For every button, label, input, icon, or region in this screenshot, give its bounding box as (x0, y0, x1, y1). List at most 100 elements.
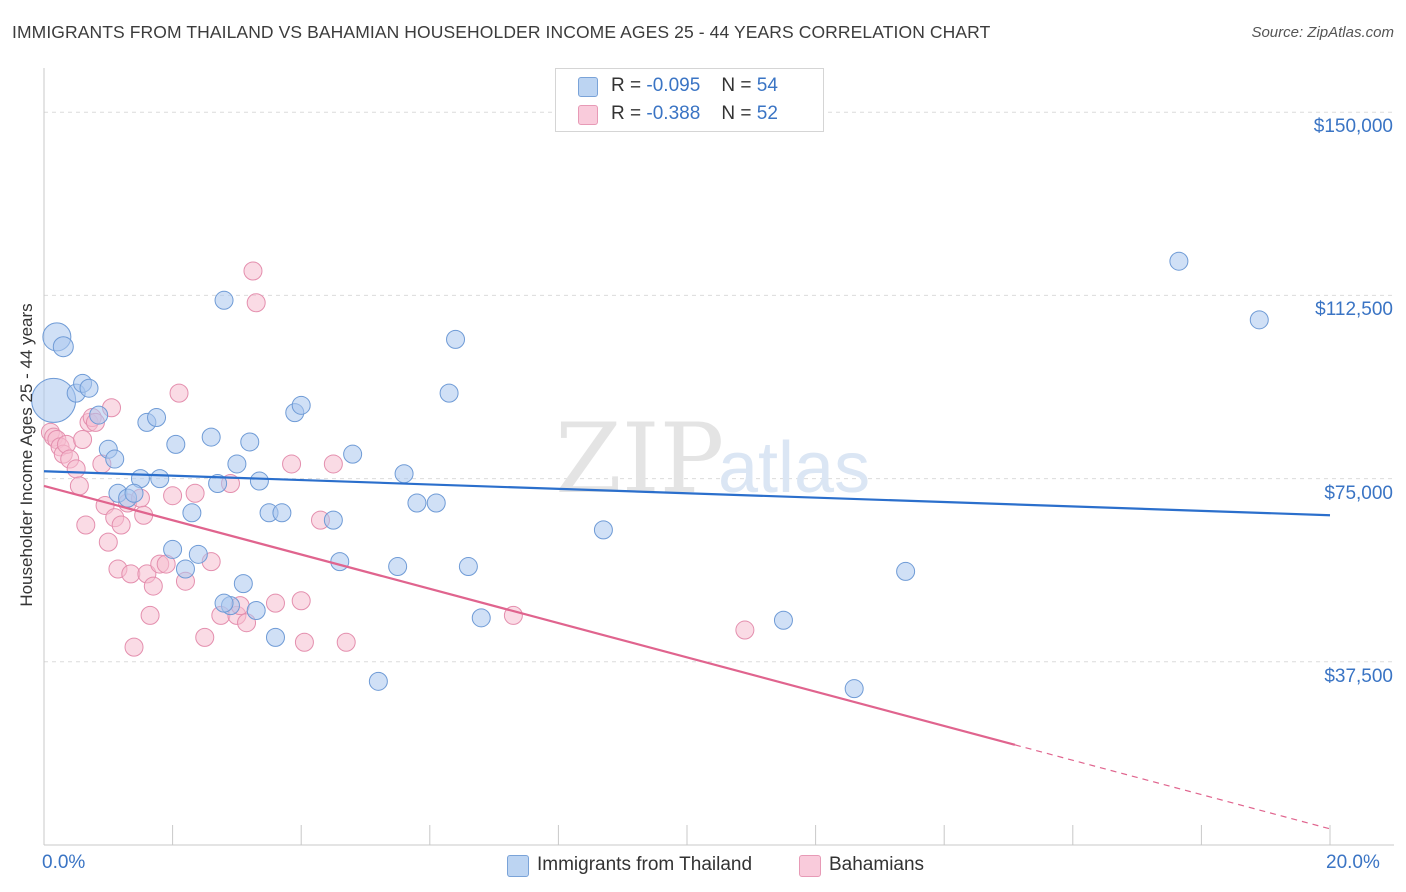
point-series-pink-42 (243, 261, 263, 281)
correlation-legend: R = -0.095 N = 54 R = -0.388 N = 52 (555, 68, 824, 132)
point-series-blue-36 (368, 671, 388, 691)
point-series-blue-37 (388, 557, 408, 577)
point-series-pink-7 (66, 459, 86, 479)
point-series-pink-31 (163, 486, 183, 506)
point-series-blue-2 (52, 336, 74, 358)
point-series-pink-9 (73, 430, 93, 450)
legend-swatch-pink (799, 855, 821, 877)
point-series-blue-15 (163, 539, 183, 559)
point-series-pink-8 (69, 476, 89, 496)
point-series-blue-42 (446, 329, 466, 349)
series-thailand (31, 251, 1269, 699)
n-label: N = (721, 75, 752, 96)
point-series-pink-35 (195, 627, 215, 647)
point-series-blue-47 (844, 679, 864, 699)
y-tick-label-1: $75,000 (1324, 482, 1393, 504)
point-series-blue-45 (593, 520, 613, 540)
y-axis-label: Householder Income Ages 25 - 44 years (17, 303, 36, 607)
point-series-blue-24 (227, 454, 247, 474)
trend-line-bahamians-extension (1014, 744, 1331, 830)
point-series-blue-33 (323, 510, 343, 530)
n-value-thailand: 54 (756, 75, 778, 96)
n-value-bahamians: 52 (756, 103, 778, 124)
point-series-blue-20 (201, 427, 221, 447)
x-tick-label-left: 0.0% (42, 852, 86, 873)
legend-swatch-blue (578, 77, 598, 97)
point-series-pink-10 (76, 515, 96, 535)
point-series-blue-30 (272, 503, 292, 523)
point-series-blue-27 (249, 471, 269, 491)
axes (43, 68, 1394, 846)
point-series-blue-19 (188, 544, 208, 564)
point-series-pink-49 (323, 454, 343, 474)
point-series-blue-29 (265, 627, 285, 647)
point-series-blue-44 (471, 608, 491, 628)
x-tick-label-right: 20.0% (1326, 852, 1380, 873)
point-series-pink-16 (98, 532, 118, 552)
point-series-blue-41 (439, 383, 459, 403)
trend-line-bahamians (43, 484, 1016, 746)
y-tick-label-0: $37,500 (1324, 665, 1393, 687)
r-value-thailand: -0.095 (646, 75, 701, 96)
point-series-blue-17 (175, 559, 195, 579)
legend-swatch-blue (507, 855, 529, 877)
point-series-blue-5 (79, 378, 99, 398)
point-series-blue-49 (1169, 251, 1189, 271)
series-bahamians (40, 261, 755, 657)
point-series-blue-18 (182, 503, 202, 523)
trend-lines (43, 470, 1331, 830)
point-series-blue-16 (166, 434, 186, 454)
r-value-bahamians: -0.388 (646, 103, 701, 124)
point-series-blue-32 (291, 395, 311, 415)
point-series-blue-43 (458, 557, 478, 577)
point-series-pink-46 (291, 591, 311, 611)
point-series-pink-45 (282, 454, 302, 474)
point-series-pink-22 (121, 564, 141, 584)
point-series-pink-34 (185, 483, 205, 503)
point-series-pink-43 (246, 293, 266, 313)
point-series-blue-50 (1249, 310, 1269, 330)
point-series-blue-48 (896, 561, 916, 581)
point-series-pink-20 (111, 515, 131, 535)
point-series-blue-51 (214, 593, 234, 613)
point-series-blue-21 (208, 473, 228, 493)
point-series-pink-32 (169, 383, 189, 403)
point-series-blue-6 (89, 405, 109, 425)
r-label: R = (611, 103, 642, 124)
legend-label-thailand: Immigrants from Thailand (537, 854, 753, 875)
point-series-blue-13 (147, 408, 167, 428)
y-tick-label-2: $112,500 (1315, 299, 1393, 321)
point-series-blue-14 (150, 469, 170, 489)
source-label: Source: ZipAtlas.com (1251, 24, 1394, 41)
series-legend: Immigrants from Thailand Bahamians (0, 852, 1406, 878)
point-series-blue-39 (407, 493, 427, 513)
point-series-pink-28 (143, 576, 163, 596)
y-tick-label-3: $150,000 (1313, 116, 1393, 138)
point-series-blue-53 (124, 483, 144, 503)
point-series-pink-52 (735, 620, 755, 640)
r-label: R = (611, 75, 642, 96)
point-series-pink-44 (265, 593, 285, 613)
legend-label-bahamians: Bahamians (829, 854, 925, 875)
n-label: N = (721, 103, 752, 124)
watermark-zip: ZIP (555, 403, 724, 515)
point-series-blue-0 (31, 377, 77, 423)
point-series-blue-22 (214, 290, 234, 310)
point-series-blue-26 (240, 432, 260, 452)
point-series-blue-35 (343, 444, 363, 464)
point-series-pink-23 (124, 637, 144, 657)
point-series-blue-52 (246, 601, 266, 621)
point-series-blue-8 (105, 449, 125, 469)
point-series-pink-27 (140, 605, 160, 625)
point-series-blue-40 (426, 493, 446, 513)
point-series-blue-46 (773, 610, 793, 630)
point-series-blue-38 (394, 464, 414, 484)
point-series-blue-34 (330, 552, 350, 572)
point-series-pink-47 (294, 632, 314, 652)
trend-line-thailand (43, 470, 1331, 517)
legend-swatch-pink (578, 105, 598, 125)
point-series-pink-50 (336, 632, 356, 652)
point-series-blue-25 (233, 574, 253, 594)
chart-title: IMMIGRANTS FROM THAILAND VS BAHAMIAN HOU… (12, 22, 991, 42)
